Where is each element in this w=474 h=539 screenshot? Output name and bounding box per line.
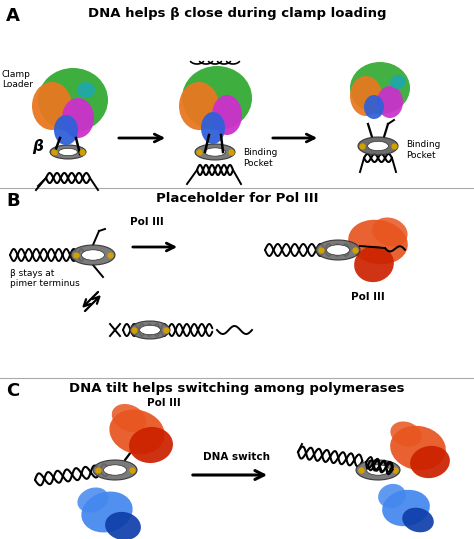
Text: β stays at
pimer terminus: β stays at pimer terminus (10, 269, 80, 288)
Ellipse shape (373, 217, 408, 246)
Text: Pol III: Pol III (147, 398, 181, 408)
Text: Binding
Pocket: Binding Pocket (406, 140, 440, 160)
Text: DNA tilt helps switching among polymerases: DNA tilt helps switching among polymeras… (69, 382, 405, 395)
Ellipse shape (82, 492, 133, 533)
Ellipse shape (378, 484, 406, 508)
Ellipse shape (356, 460, 400, 480)
Ellipse shape (382, 490, 430, 526)
Ellipse shape (179, 82, 219, 130)
Ellipse shape (366, 465, 390, 475)
Ellipse shape (93, 460, 137, 480)
Ellipse shape (105, 512, 141, 539)
Ellipse shape (377, 86, 403, 118)
Text: DNA helps β close during clamp loading: DNA helps β close during clamp loading (88, 7, 386, 20)
Text: β: β (32, 139, 43, 154)
Ellipse shape (32, 82, 72, 130)
Ellipse shape (140, 326, 160, 335)
Ellipse shape (71, 245, 115, 265)
Ellipse shape (130, 321, 170, 339)
Ellipse shape (77, 82, 95, 98)
Ellipse shape (54, 115, 78, 145)
Ellipse shape (391, 421, 421, 446)
Text: C: C (6, 382, 19, 400)
Ellipse shape (348, 220, 408, 264)
Ellipse shape (129, 427, 173, 463)
Ellipse shape (182, 66, 252, 130)
Ellipse shape (62, 98, 94, 138)
Ellipse shape (327, 245, 349, 255)
Text: Pol III: Pol III (351, 292, 385, 302)
Ellipse shape (402, 508, 434, 533)
Ellipse shape (109, 410, 164, 454)
Ellipse shape (350, 76, 382, 116)
Ellipse shape (358, 137, 398, 155)
Ellipse shape (77, 487, 109, 513)
Ellipse shape (82, 250, 104, 260)
Ellipse shape (212, 95, 242, 135)
Ellipse shape (368, 141, 388, 151)
Text: Clamp
Loader: Clamp Loader (2, 70, 33, 89)
Ellipse shape (410, 446, 450, 478)
Ellipse shape (364, 95, 384, 119)
Text: B: B (6, 192, 19, 210)
Text: Binding
Pocket: Binding Pocket (243, 148, 277, 168)
Ellipse shape (112, 404, 146, 432)
Ellipse shape (390, 75, 406, 89)
Text: DNA switch: DNA switch (203, 452, 270, 462)
Ellipse shape (201, 112, 225, 144)
Ellipse shape (205, 148, 226, 156)
Text: Pol III: Pol III (130, 217, 164, 227)
Ellipse shape (59, 148, 77, 156)
Ellipse shape (354, 246, 394, 282)
Ellipse shape (195, 144, 235, 160)
Ellipse shape (390, 426, 446, 470)
Ellipse shape (350, 62, 410, 114)
Ellipse shape (38, 68, 108, 132)
Ellipse shape (50, 145, 86, 159)
Text: A: A (6, 7, 20, 25)
Text: Placeholder for Pol III: Placeholder for Pol III (156, 192, 318, 205)
Ellipse shape (316, 240, 360, 260)
Ellipse shape (103, 465, 127, 475)
